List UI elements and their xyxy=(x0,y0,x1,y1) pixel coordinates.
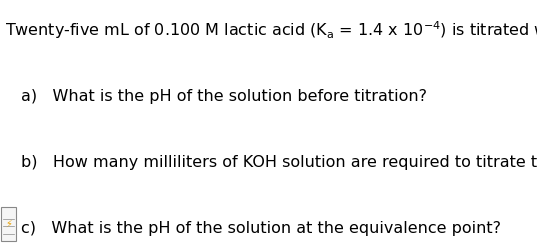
Text: c)   What is the pH of the solution at the equivalence point?: c) What is the pH of the solution at the… xyxy=(21,221,502,236)
Text: a)   What is the pH of the solution before titration?: a) What is the pH of the solution before… xyxy=(21,89,427,104)
Text: b)   How many milliliters of KOH solution are required to titrate the acid?: b) How many milliliters of KOH solution … xyxy=(21,155,537,170)
FancyBboxPatch shape xyxy=(1,207,16,241)
Text: Twenty-five mL of 0.100 M lactic acid ($\mathregular{K_a}$ = 1.4 x 10$^{-4}$) is: Twenty-five mL of 0.100 M lactic acid ($… xyxy=(5,20,537,41)
Text: ⚡: ⚡ xyxy=(5,219,12,229)
